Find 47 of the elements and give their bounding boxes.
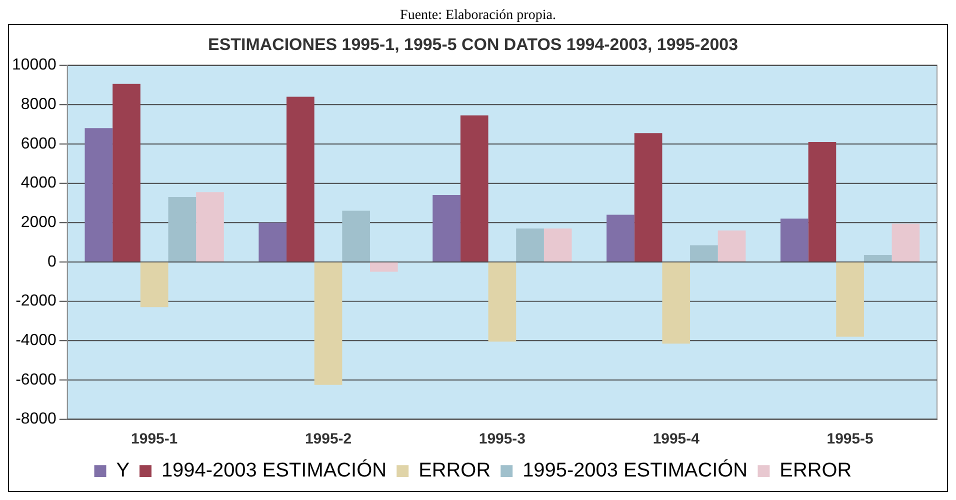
- bar: [892, 224, 920, 262]
- legend-label: 1995-2003 ESTIMACIÓN: [522, 458, 748, 482]
- y-tick-label: 6000: [20, 135, 57, 152]
- y-tick-label: -2000: [16, 292, 57, 310]
- bar: [342, 210, 370, 262]
- bar: [432, 195, 460, 262]
- legend-label: ERROR: [418, 460, 491, 482]
- legend-label: 1994-2003 ESTIMACIÓN: [161, 458, 386, 482]
- bar: [112, 84, 140, 262]
- y-tick-label: 10000: [12, 56, 57, 74]
- bar: [662, 262, 690, 344]
- y-tick-label: 8000: [20, 96, 57, 113]
- bar: [168, 197, 196, 262]
- bar: [84, 128, 113, 262]
- bar: [836, 262, 864, 337]
- x-tick-label: 1995-5: [826, 430, 874, 448]
- bar: [286, 96, 314, 262]
- x-tick-label: 1995-1: [131, 430, 178, 448]
- y-tick-label: 4000: [20, 174, 57, 192]
- bar: [140, 262, 168, 308]
- bar: [718, 230, 746, 262]
- bar: [314, 262, 342, 385]
- bar: [690, 245, 718, 262]
- y-tick-label: -4000: [16, 332, 57, 350]
- y-tick-label: 2000: [20, 214, 57, 231]
- legend-label: Y: [116, 460, 130, 482]
- bar: [634, 133, 662, 262]
- y-tick-label: -6000: [16, 371, 57, 388]
- chart-title: ESTIMACIONES 1995-1, 1995-5 CON DATOS 1994-2003, 1995-2003: [208, 34, 738, 54]
- x-tick-label: 1995-3: [478, 430, 526, 448]
- bar: [864, 255, 892, 262]
- bar: [808, 142, 836, 262]
- source-note: Fuente: Elaboración propia.: [399, 8, 557, 24]
- bar: [606, 214, 634, 262]
- legend-label: ERROR: [780, 460, 852, 482]
- y-tick-label: -8000: [16, 410, 57, 428]
- bar: [196, 192, 224, 262]
- bar: [488, 262, 516, 342]
- x-tick-label: 1995-4: [652, 430, 700, 448]
- y-tick-label: 0: [48, 253, 57, 270]
- bar: [370, 262, 398, 272]
- bar: [258, 222, 287, 262]
- bar: [544, 228, 572, 262]
- bar: [460, 115, 488, 262]
- bar: [780, 218, 808, 262]
- bar: [516, 228, 544, 262]
- x-tick-label: 1995-2: [304, 430, 352, 448]
